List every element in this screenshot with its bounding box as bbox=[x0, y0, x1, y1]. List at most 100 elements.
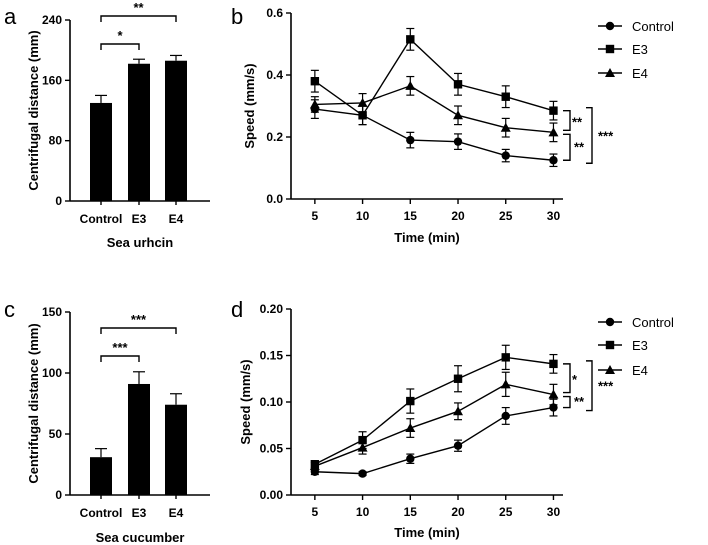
significance-label: ** bbox=[574, 394, 585, 409]
series-line-e4 bbox=[314, 383, 554, 467]
bar bbox=[90, 457, 112, 495]
significance-bracket bbox=[100, 355, 140, 362]
legend-label: Control bbox=[632, 315, 674, 330]
data-point-control bbox=[453, 137, 463, 146]
data-point-control bbox=[406, 454, 415, 463]
y-tick-label: 0.00 bbox=[260, 488, 284, 502]
x-axis-label: Time (min) bbox=[394, 525, 460, 540]
significance-bracket bbox=[100, 327, 177, 334]
significance-bracket bbox=[100, 15, 177, 22]
significance-bracket bbox=[563, 363, 571, 394]
data-point-e3 bbox=[549, 359, 558, 369]
significance-bracket bbox=[563, 133, 571, 161]
data-point-e3 bbox=[453, 374, 463, 383]
bar bbox=[128, 63, 150, 201]
significance-bracket bbox=[586, 106, 593, 164]
data-point-e4 bbox=[405, 423, 416, 433]
significance-label: ** bbox=[574, 139, 585, 154]
x-tick-label: 15 bbox=[404, 505, 418, 519]
legend-label: E3 bbox=[632, 338, 648, 353]
x-tick-label: E4 bbox=[169, 212, 184, 226]
x-tick-label: 5 bbox=[312, 505, 319, 519]
data-point-e3 bbox=[453, 80, 463, 89]
data-point-e4 bbox=[357, 442, 368, 452]
legend-marker bbox=[605, 21, 615, 31]
y-tick-label: 0 bbox=[55, 488, 62, 502]
x-tick-label: 20 bbox=[451, 505, 465, 519]
significance-label: * bbox=[572, 372, 578, 387]
x-tick-label: 30 bbox=[547, 209, 561, 223]
panel-label: b bbox=[231, 4, 243, 29]
x-axis-label: Sea cucumber bbox=[96, 530, 185, 545]
data-point-e4 bbox=[309, 99, 320, 109]
x-tick-label: E4 bbox=[169, 506, 184, 520]
data-point-e4 bbox=[453, 406, 464, 416]
y-tick-label: 100 bbox=[42, 366, 62, 380]
legend-label: E4 bbox=[632, 363, 648, 378]
x-tick-label: 10 bbox=[356, 209, 370, 223]
data-point-e4 bbox=[500, 122, 511, 132]
panel-label: c bbox=[4, 297, 15, 322]
data-point-e4 bbox=[548, 389, 559, 399]
data-point-control bbox=[406, 135, 415, 145]
legend-label: E4 bbox=[632, 66, 648, 81]
x-tick-label: E3 bbox=[132, 506, 147, 520]
data-point-control bbox=[358, 469, 367, 478]
x-tick-label: 30 bbox=[547, 505, 561, 519]
significance-label: *** bbox=[598, 379, 614, 394]
y-tick-label: 160 bbox=[42, 73, 62, 87]
series-line-e3 bbox=[314, 38, 554, 117]
y-axis-label: Speed (mm/s) bbox=[242, 63, 257, 148]
legend-marker bbox=[605, 365, 615, 374]
y-tick-label: 0.05 bbox=[260, 442, 284, 456]
y-tick-label: 0.20 bbox=[260, 302, 284, 316]
y-tick-label: 0.15 bbox=[260, 349, 284, 363]
legend-label: E3 bbox=[632, 42, 648, 57]
y-tick-label: 80 bbox=[49, 134, 63, 148]
data-point-control bbox=[549, 156, 558, 165]
series-line-control bbox=[314, 108, 554, 161]
x-axis-label: Time (min) bbox=[394, 230, 460, 245]
data-point-e4 bbox=[405, 80, 416, 90]
x-tick-label: 5 bbox=[312, 209, 319, 223]
data-point-e3 bbox=[406, 396, 415, 406]
data-point-e4 bbox=[453, 110, 464, 120]
series-line-e3 bbox=[314, 356, 554, 465]
y-tick-label: 0.10 bbox=[260, 395, 284, 409]
significance-label: *** bbox=[598, 128, 614, 143]
data-point-e3 bbox=[549, 106, 558, 115]
y-axis-label: Centrifugal distance (mm) bbox=[26, 30, 41, 190]
data-point-control bbox=[453, 441, 463, 450]
x-tick-label: 10 bbox=[356, 505, 370, 519]
data-point-e4 bbox=[357, 97, 368, 107]
data-point-control bbox=[501, 411, 510, 421]
y-tick-label: 0 bbox=[55, 194, 62, 208]
y-tick-label: 150 bbox=[42, 305, 62, 319]
legend-marker bbox=[605, 317, 615, 327]
data-point-e3 bbox=[501, 92, 510, 101]
y-tick-label: 50 bbox=[49, 427, 63, 441]
series-line-e4 bbox=[314, 85, 554, 134]
data-point-e4 bbox=[500, 379, 511, 389]
bar bbox=[128, 383, 150, 495]
significance-label: ** bbox=[572, 115, 583, 130]
bar bbox=[90, 102, 112, 201]
significance-bracket bbox=[586, 360, 593, 412]
y-tick-label: 0.4 bbox=[266, 68, 283, 82]
panel-label: d bbox=[231, 297, 243, 322]
y-axis-label: Centrifugal distance (mm) bbox=[26, 323, 41, 483]
significance-label: * bbox=[117, 28, 123, 43]
bar bbox=[165, 404, 187, 495]
y-axis-label: Speed (mm/s) bbox=[238, 359, 253, 444]
data-point-control bbox=[501, 151, 510, 160]
legend-marker bbox=[605, 68, 615, 77]
x-tick-label: E3 bbox=[132, 212, 147, 226]
x-tick-label: Control bbox=[80, 212, 123, 226]
significance-label: *** bbox=[131, 312, 147, 327]
data-point-e3 bbox=[358, 111, 367, 120]
legend-marker bbox=[605, 44, 615, 54]
data-point-e3 bbox=[358, 435, 367, 445]
significance-bracket bbox=[100, 43, 140, 50]
x-tick-label: 15 bbox=[404, 209, 418, 223]
